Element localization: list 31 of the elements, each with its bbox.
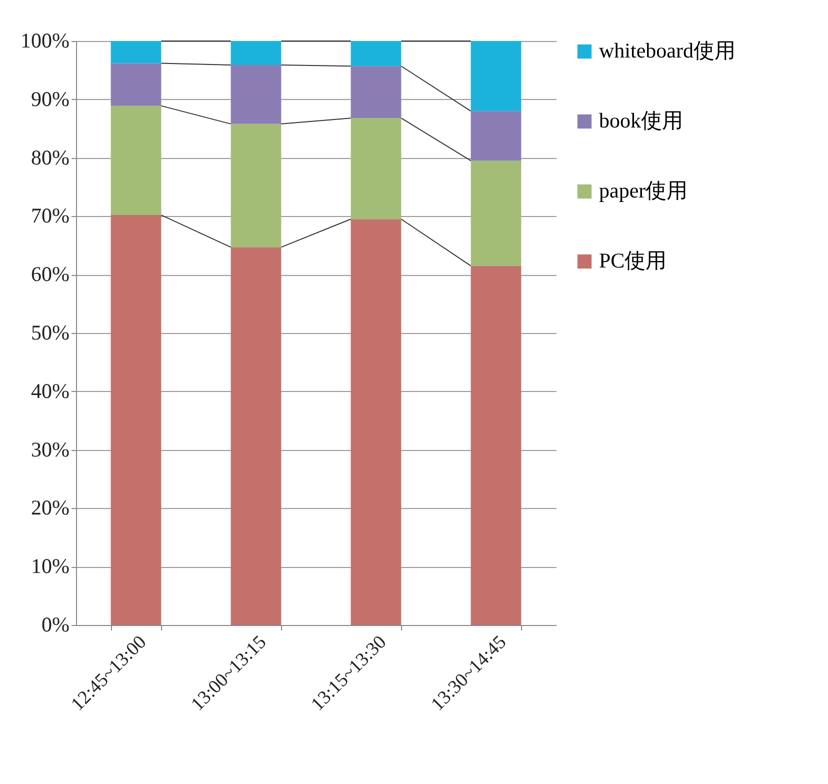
bar: [470, 41, 522, 112]
y-tick-label: 80%: [31, 145, 70, 170]
bar: [230, 124, 282, 248]
bar: [350, 219, 402, 625]
legend-label: book使用: [599, 108, 683, 132]
bar: [110, 215, 162, 625]
bar: [470, 111, 522, 161]
bar: [110, 41, 162, 64]
y-tick-label: 10%: [31, 554, 70, 578]
y-tick-label: 30%: [31, 437, 70, 462]
y-tick-label: 60%: [31, 262, 70, 286]
legend-label: whiteboard使用: [599, 38, 736, 62]
y-tick-label: 0%: [42, 612, 70, 636]
bar: [110, 106, 162, 216]
legend-label: paper使用: [599, 178, 688, 202]
y-tick-label: 20%: [31, 496, 70, 520]
y-tick-label: 90%: [31, 86, 70, 111]
bar: [110, 63, 162, 106]
bar: [350, 118, 402, 220]
y-tick-label: 70%: [31, 204, 70, 228]
bar: [470, 266, 522, 625]
bar: [230, 41, 282, 65]
legend-label: PC使用: [599, 248, 667, 272]
bar: [230, 247, 282, 625]
bar: [350, 66, 402, 118]
bar: [350, 41, 402, 66]
y-tick-label: 100%: [20, 28, 70, 52]
y-tick-label: 50%: [31, 320, 70, 344]
bar: [470, 160, 522, 266]
bar: [230, 64, 282, 124]
y-tick-label: 40%: [31, 378, 70, 403]
